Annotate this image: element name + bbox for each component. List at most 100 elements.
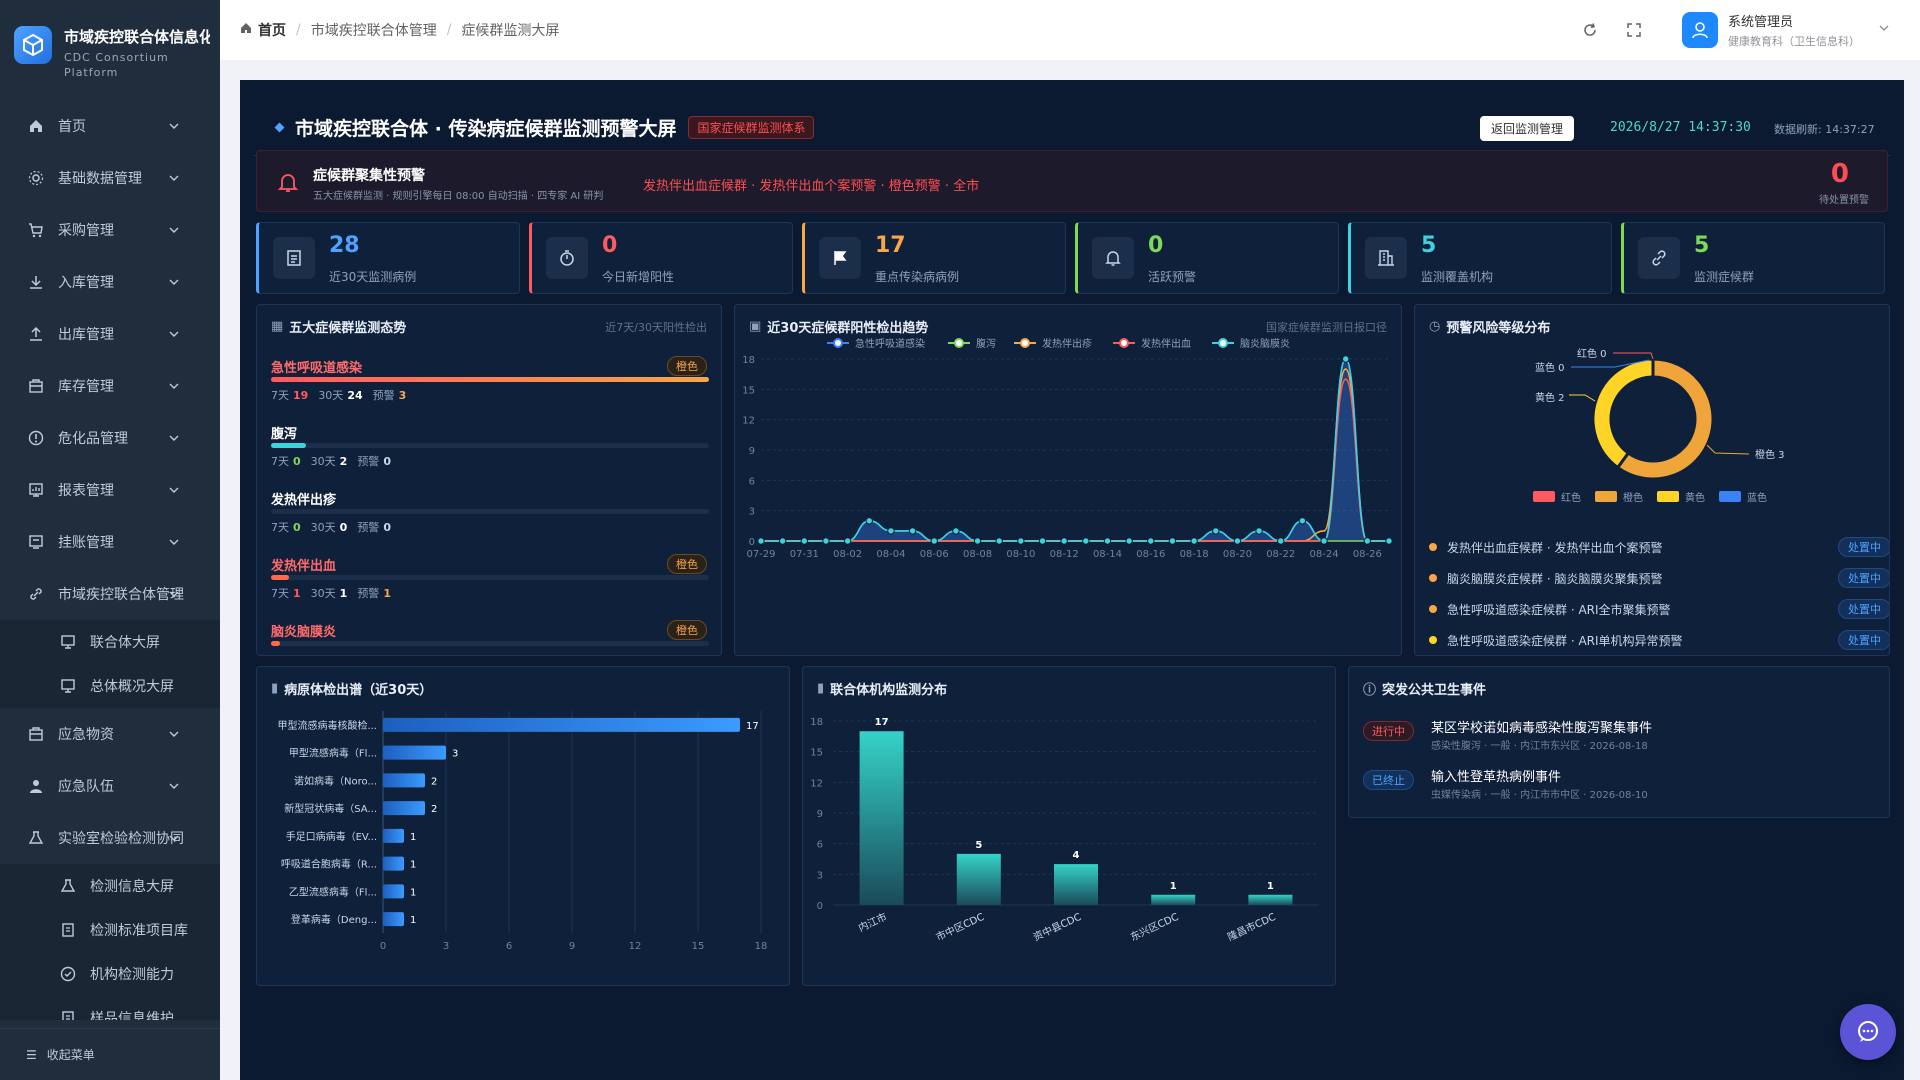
fullscreen-icon[interactable] [1624, 20, 1644, 40]
cube-logo-icon [14, 26, 52, 64]
chart-icon: ▣ [749, 319, 762, 334]
stat-card[interactable]: 0 活跃预警 [1075, 222, 1339, 294]
risk-item[interactable]: 发热伴出血症候群 · 发热伴出血个案预警 处置中 [1429, 535, 1889, 559]
pie-legend-item[interactable]: 蓝色 [1719, 491, 1767, 504]
submenu-item-2[interactable]: 检测标准项目库 [0, 908, 220, 952]
box-icon [28, 378, 44, 394]
submenu-item-1[interactable]: 检测信息大屏 [0, 864, 220, 908]
status-badge[interactable]: 处置中 [1838, 568, 1889, 588]
menu-item-10[interactable]: 市域疾控联合体管理 [0, 568, 220, 620]
collapse-menu-button[interactable]: ☰ 收起菜单 [0, 1028, 220, 1080]
top-header: 首页 / 市域疾控联合体管理 / 症候群监测大屏 系统管理员 健康教育科（卫生信… [220, 0, 1920, 60]
stat-card[interactable]: 5 监测覆盖机构 [1348, 222, 1612, 294]
status-badge[interactable]: 处置中 [1838, 537, 1889, 557]
menu-item-7[interactable]: 危化品管理 [0, 412, 220, 464]
legend-label: 脑炎脑膜炎 [1240, 337, 1290, 350]
pie-label: 黄色 2 [1535, 391, 1565, 404]
y-tick-label: 12 [742, 416, 755, 427]
y-category-label: 新型冠状病毒（SA... [284, 802, 377, 815]
stat-value: 0 [602, 233, 618, 258]
breadcrumb-home[interactable]: 首页 [258, 23, 286, 39]
menu-item-1[interactable]: 应急物资 [0, 708, 220, 760]
syndrome-panel: ▦ 五大症候群监测态势 近7天/30天阳性检出 急性呼吸道感染 橙色 7天 19 30天 2… [256, 304, 722, 656]
y-tick-label: 6 [749, 476, 755, 487]
syndrome-panel-hint: 近7天/30天阳性检出 [605, 321, 707, 334]
syndrome-stats: 7天 0 30天 2 预警 0 [271, 455, 391, 468]
flask-icon [28, 830, 44, 846]
legend-item[interactable]: 发热伴出疹 [1014, 337, 1092, 350]
stat-card[interactable]: 0 今日新增阳性 [529, 222, 793, 294]
pie-legend-item[interactable]: 红色 [1533, 491, 1581, 504]
trend-panel-title: 近30天症候群阳性检出趋势 [767, 321, 929, 336]
user-info[interactable]: 系统管理员 健康教育科（卫生信息科） [1728, 11, 1868, 49]
data-point [1341, 355, 1350, 363]
menu-item-label: 市域疾控联合体管理 [58, 587, 184, 603]
pie-legend-item[interactable]: 橙色 [1595, 491, 1643, 504]
x-tick-label: 08-20 [1223, 549, 1252, 560]
menu-item-2[interactable]: 应急队伍 [0, 760, 220, 812]
status-badge[interactable]: 处置中 [1838, 599, 1889, 619]
y-category-label: 诺如病毒（Noro... [294, 774, 377, 787]
events-panel-title: 突发公共卫生事件 [1382, 683, 1487, 698]
alert-banner[interactable]: 症候群聚集性预警 五大症候群监测 · 规则引擎每日 08:00 自动扫描 · 四… [256, 150, 1888, 212]
stat-value: 28 [329, 233, 360, 258]
menu-item-6[interactable]: 库存管理 [0, 360, 220, 412]
submenu-item-1[interactable]: 联合体大屏 [0, 620, 220, 664]
event-item[interactable]: 进行中 某区学校诺如病毒感染性腹泻聚集事件 感染性腹泻 · 一般 · 内江市东兴区 … [1363, 717, 1875, 757]
submenu-item-3[interactable]: 机构检测能力 [0, 952, 220, 996]
institution-chart: 0 3 6 9 12 15 18 17 内江市 5 市中区CDC 4 资中县CDC 1 东兴区CDC 1 隆昌市… [810, 717, 1319, 944]
submenu-item-2[interactable]: 总体概况大屏 [0, 664, 220, 708]
risk-item[interactable]: 急性呼吸道感染症候群 · ARI单机构异常预警 处置中 [1429, 628, 1889, 652]
breadcrumb-current: 症候群监测大屏 [461, 23, 560, 39]
x-tick-label: 08-02 [833, 549, 862, 560]
menu-item-9[interactable]: 挂账管理 [0, 516, 220, 568]
submenu-item-4[interactable]: 样品信息维护 [0, 996, 220, 1020]
menu-item-label: 基础数据管理 [58, 171, 142, 187]
breadcrumb-level1[interactable]: 市域疾控联合体管理 [310, 23, 437, 39]
stat-card[interactable]: 17 重点传染病病例 [802, 222, 1066, 294]
menu-item-1[interactable]: 首页 [0, 100, 220, 152]
status-badge[interactable]: 处置中 [1838, 630, 1889, 650]
chevron-down-icon[interactable] [1878, 22, 1890, 38]
menu-item-5[interactable]: 出库管理 [0, 308, 220, 360]
legend-item[interactable]: 脑炎脑膜炎 [1212, 337, 1290, 350]
x-tick-label: 0 [380, 941, 386, 952]
trend-panel-hint: 国家症候群监测日报口径 [1266, 321, 1387, 334]
y-tick-label: 12 [810, 778, 823, 789]
y-category-label: 乙型流感病毒（Fl... [289, 885, 377, 898]
y-tick-label: 9 [817, 809, 823, 820]
legend-item[interactable]: 腹泻 [948, 337, 996, 350]
legend-item[interactable]: 急性呼吸道感染 [827, 337, 925, 350]
stat-card[interactable]: 5 监测症候群 [1621, 222, 1885, 294]
events-panel: ⓘ 突发公共卫生事件 进行中 某区学校诺如病毒感染性腹泻聚集事件 感染性腹泻 · 一般… [1348, 666, 1890, 818]
menu-item-3[interactable]: 采购管理 [0, 204, 220, 256]
event-item[interactable]: 已终止 输入性登革热病例事件 虫媒传染病 · 一般 · 内江市市中区 · 2026-… [1363, 766, 1875, 806]
stat-card[interactable]: 28 近30天监测病例 [256, 222, 520, 294]
series-line [761, 378, 1389, 542]
syndrome-stats: 7天 19 30天 24 预警 3 [271, 389, 407, 402]
menu-item-4[interactable]: 入库管理 [0, 256, 220, 308]
bar [383, 828, 404, 843]
ledger-icon [28, 534, 44, 550]
data-point [1125, 537, 1133, 545]
back-button[interactable]: 返回监测管理 [1480, 116, 1575, 141]
institution-panel: ▮ 联合体机构监测分布 0 3 6 9 12 15 18 17 内江市 5 市中区CDC 4 资中县CDC… [802, 666, 1336, 986]
menu-item-2[interactable]: 基础数据管理 [0, 152, 220, 204]
refresh-icon[interactable] [1580, 20, 1600, 40]
bar [383, 717, 740, 732]
bar [383, 773, 425, 788]
alert-subtitle: 五大症候群监测 · 规则引擎每日 08:00 自动扫描 · 四专家 AI 研判 [313, 191, 604, 202]
pie-legend-item[interactable]: 黄色 [1657, 491, 1705, 504]
chevron-down-icon [168, 484, 180, 500]
syndrome-bar-fill [271, 377, 709, 382]
menu-item-3[interactable]: 实验室检验检测协同 [0, 812, 220, 864]
risk-item[interactable]: 急性呼吸道感染症候群 · ARI全市聚集预警 处置中 [1429, 597, 1889, 621]
chat-button[interactable] [1840, 1004, 1896, 1060]
syndrome-bar-fill [271, 641, 280, 646]
risk-item[interactable]: 脑炎脑膜炎症候群 · 脑炎脑膜炎聚集预警 处置中 [1429, 566, 1889, 590]
bar [383, 801, 425, 816]
legend-item[interactable]: 发热伴出血 [1113, 337, 1191, 350]
user-avatar[interactable] [1682, 12, 1718, 48]
chevron-down-icon [168, 328, 180, 344]
menu-item-8[interactable]: 报表管理 [0, 464, 220, 516]
